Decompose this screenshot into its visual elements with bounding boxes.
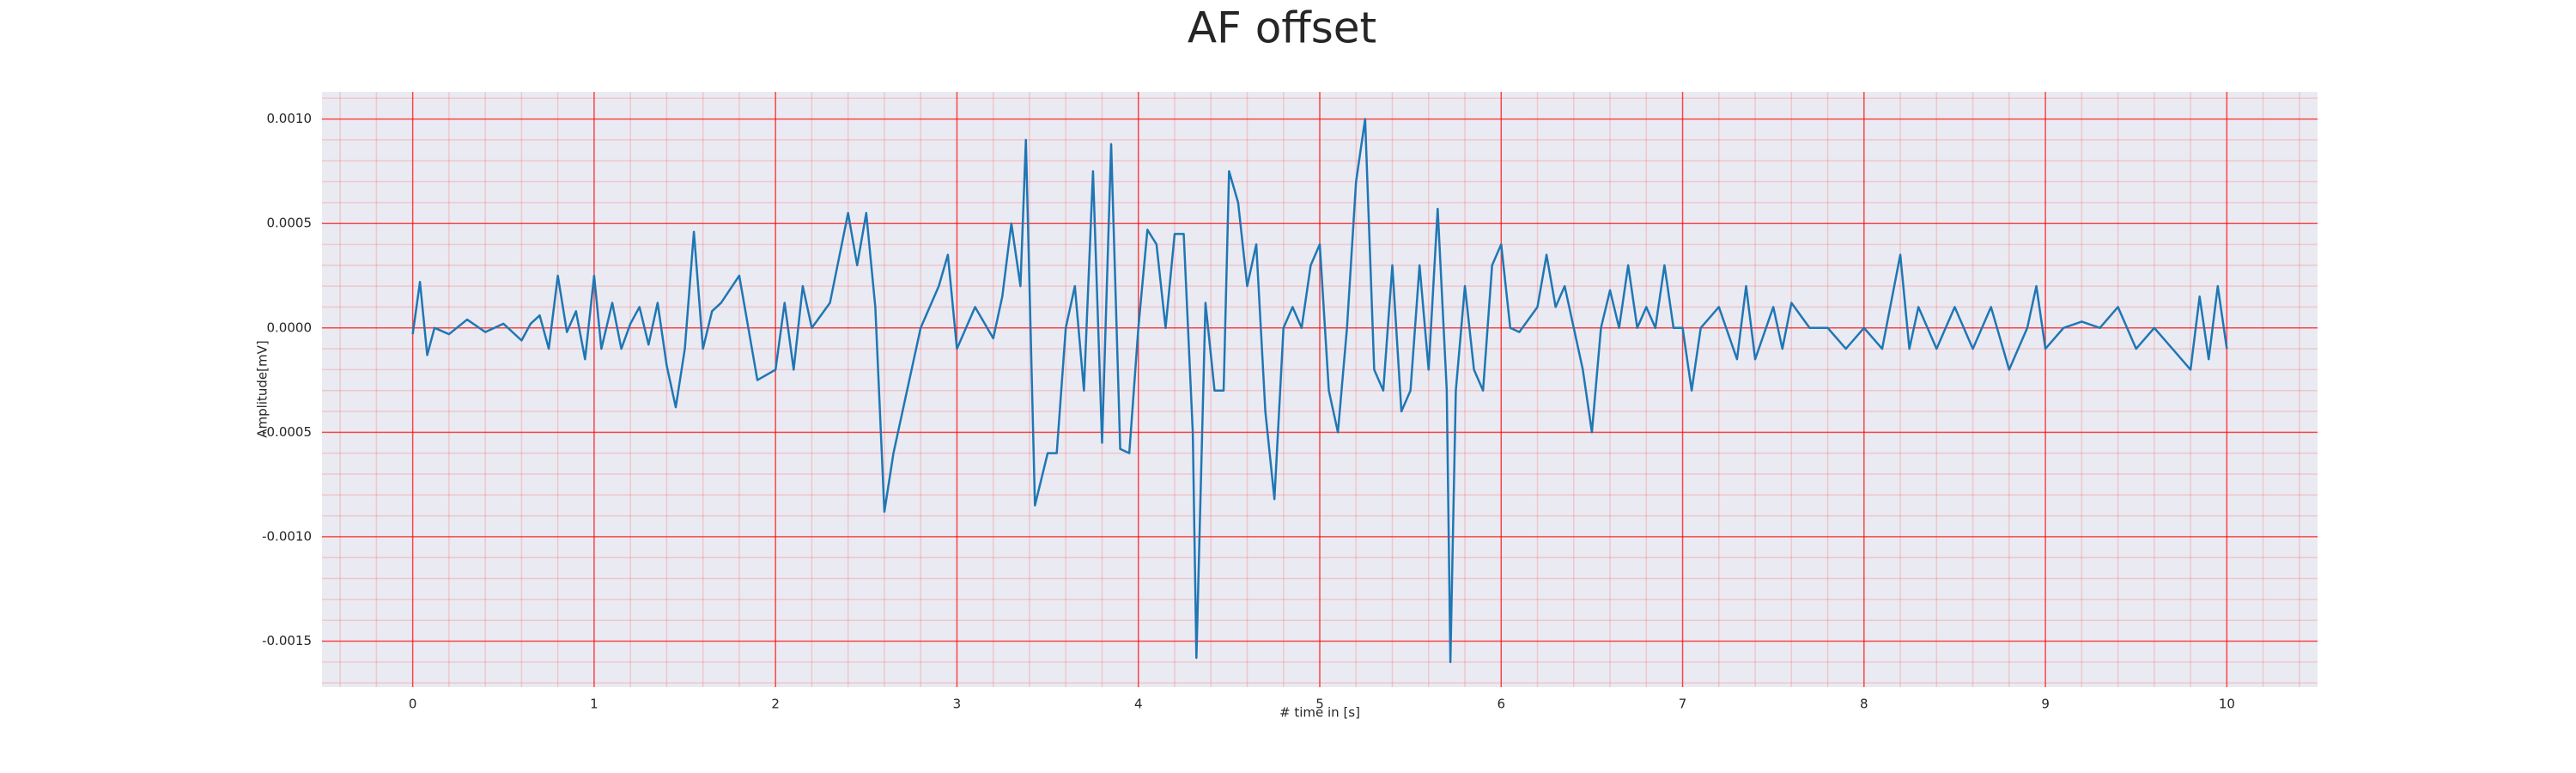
y-axis-label: Amplitude[mV]: [255, 340, 270, 437]
y-tick-label: 0.0005: [267, 216, 313, 231]
y-tick-label: -0.0005: [262, 424, 312, 440]
x-tick-label: 2: [771, 697, 780, 712]
y-tick-label: 0.0000: [267, 320, 313, 335]
x-tick-label: 3: [953, 697, 962, 712]
y-tick-label: -0.0015: [262, 633, 312, 648]
x-tick-label: 10: [2219, 697, 2235, 712]
x-tick-label: 0: [409, 697, 417, 712]
x-tick-label: 8: [1860, 697, 1868, 712]
y-tick-label: 0.0010: [267, 111, 313, 126]
chart-title: AF offset: [1188, 3, 1376, 53]
x-tick-label: 9: [2041, 697, 2050, 712]
x-axis-label: # time in [s]: [1279, 705, 1360, 721]
x-tick-label: 5: [1315, 697, 1324, 712]
y-tick-label: -0.0010: [262, 528, 312, 544]
signal-line: [411, 118, 2228, 664]
x-tick-label: 7: [1679, 697, 1687, 712]
x-tick-label: 1: [590, 697, 598, 712]
x-tick-label: 4: [1134, 697, 1143, 712]
x-tick-label: 6: [1497, 697, 1505, 712]
